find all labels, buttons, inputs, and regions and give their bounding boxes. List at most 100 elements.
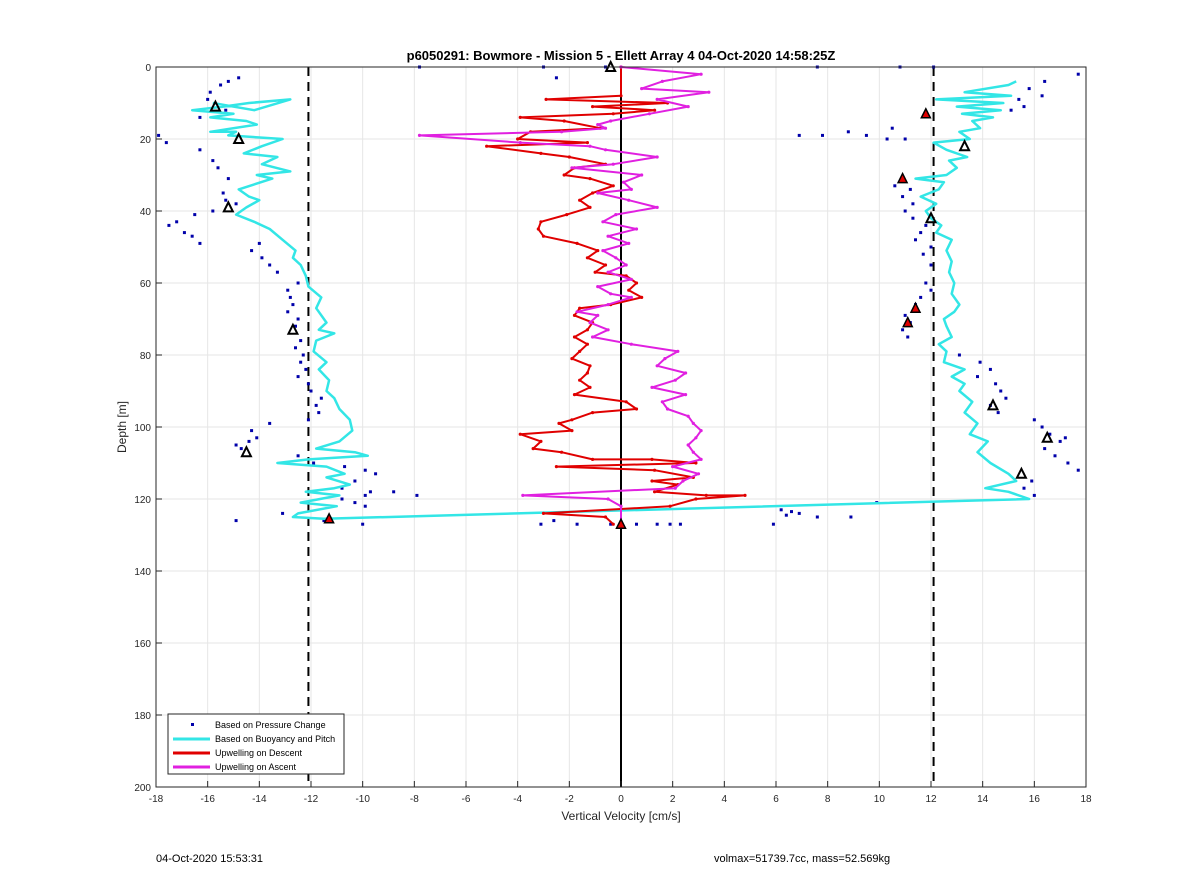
hollow-triangle-marker <box>286 322 300 335</box>
pressure-change-point <box>609 522 613 526</box>
ascent-point <box>686 105 690 109</box>
pressure-change-point <box>226 79 230 83</box>
ascent-point <box>681 479 685 483</box>
descent-point <box>652 108 657 112</box>
hollow-triangle-marker <box>240 444 253 458</box>
pressure-change-point <box>1076 72 1080 76</box>
pressure-change-point <box>901 195 905 199</box>
ascent-point <box>699 429 703 433</box>
descent-point <box>694 497 698 501</box>
pressure-change-point <box>294 346 297 350</box>
pressure-change-point <box>224 108 228 112</box>
descent-point <box>596 249 600 253</box>
pressure-change-point <box>368 490 372 494</box>
descent-point <box>570 357 574 361</box>
ascent-point <box>606 497 610 501</box>
descent-point <box>572 393 577 397</box>
descent-point <box>704 493 708 497</box>
hollow-triangle-marker <box>209 99 222 112</box>
pressure-change-point <box>392 490 396 494</box>
y-tick-label: 140 <box>134 567 151 578</box>
pressure-change-point <box>1032 418 1036 422</box>
x-tick-label: -12 <box>304 794 319 805</box>
ascent-point <box>665 407 670 411</box>
descent-point <box>554 465 559 469</box>
hollow-triangle-marker <box>1041 430 1054 443</box>
ascent-point <box>624 263 628 267</box>
pressure-change-point <box>286 288 290 292</box>
pressure-change-point <box>301 353 305 357</box>
filled-triangle-marker <box>920 107 932 119</box>
descent-point <box>518 432 522 436</box>
descent-point <box>544 97 548 101</box>
pressure-change-point <box>552 519 556 523</box>
pressure-change-point <box>1009 108 1013 112</box>
descent-point <box>590 457 595 461</box>
ascent-point <box>619 504 623 508</box>
ascent-point <box>660 400 664 404</box>
pressure-change-point <box>299 360 303 364</box>
ascent-point <box>603 126 608 130</box>
pressure-change-point <box>268 263 272 267</box>
descent-point <box>585 256 590 260</box>
pressure-change-point <box>167 223 171 227</box>
ascent-point <box>590 335 595 339</box>
descent-point <box>588 177 592 181</box>
pressure-change-point <box>821 133 824 137</box>
pressure-change-point <box>224 198 228 202</box>
descent-point <box>585 328 590 332</box>
descent-point <box>578 349 582 353</box>
ascent-point <box>634 227 639 231</box>
descent-point <box>590 105 595 109</box>
descent-point <box>668 504 672 508</box>
pressure-change-point <box>1063 436 1067 440</box>
pressure-change-point <box>864 133 868 137</box>
pressure-change-point <box>901 328 905 332</box>
pressure-change-point <box>994 382 998 386</box>
ascent-point <box>629 295 633 299</box>
pressure-change-point <box>976 375 979 379</box>
x-tick-label: 0 <box>618 794 624 805</box>
pressure-change-point <box>771 522 775 526</box>
pressure-change-point <box>957 353 961 357</box>
x-tick-label: 18 <box>1080 794 1092 805</box>
ascent-point <box>673 486 677 490</box>
pressure-change-point <box>322 519 326 523</box>
pressure-change-point <box>206 97 210 101</box>
legend-label-buoyancy: Based on Buoyancy and Pitch <box>215 734 335 744</box>
ascent-point <box>663 357 667 361</box>
filled-triangle-marker <box>615 517 627 529</box>
ascent-point <box>699 457 703 461</box>
descent-point <box>619 94 623 98</box>
ascent-point <box>621 180 626 184</box>
pressure-change-point <box>309 389 313 393</box>
pressure-change-point <box>340 486 344 490</box>
pressure-change-point <box>1043 447 1047 451</box>
pressure-change-point <box>929 288 933 292</box>
legend-box <box>167 713 345 775</box>
pressure-change-point <box>221 191 225 195</box>
pressure-change-point <box>281 511 285 515</box>
descent-point <box>588 385 592 389</box>
pressure-change-point <box>797 511 801 515</box>
pressure-change-point <box>226 177 230 181</box>
ascent-point <box>588 321 592 325</box>
pressure-change-point <box>304 367 308 371</box>
pressure-change-point <box>929 263 933 267</box>
descent-point <box>539 151 543 155</box>
descent-point <box>593 270 597 274</box>
x-tick-label: 16 <box>1029 794 1041 805</box>
descent-point <box>562 173 566 177</box>
ascent-point <box>647 112 652 116</box>
pressure-change-point <box>250 429 254 433</box>
pressure-change-point <box>190 234 194 238</box>
footer-mass-info: volmax=51739.7cc, mass=52.569kg <box>714 853 891 865</box>
pressure-change-point <box>234 202 238 206</box>
hollow-triangle-marker <box>222 200 235 213</box>
descent-point <box>578 378 582 382</box>
pressure-change-point <box>1040 94 1044 98</box>
descent-point <box>531 447 535 451</box>
y-tick-label: 100 <box>134 423 151 434</box>
pressure-change-point <box>353 479 357 483</box>
ascent-point <box>559 130 564 134</box>
